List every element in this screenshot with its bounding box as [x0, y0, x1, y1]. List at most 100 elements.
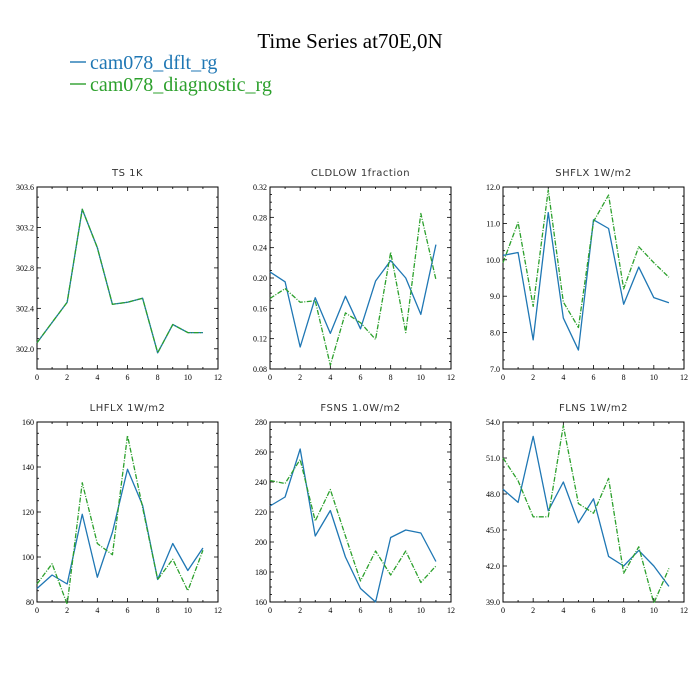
x-tick-label: 2: [65, 373, 69, 382]
y-tick-label: 200: [255, 538, 267, 547]
x-tick-label: 6: [592, 606, 596, 615]
series-line-diagnostic: [269, 212, 437, 366]
series-line-dflt: [36, 468, 204, 589]
series-line-dflt: [269, 244, 437, 348]
y-tick-label: 80: [26, 598, 34, 607]
x-tick-label: 2: [531, 606, 535, 615]
x-tick-label: 4: [95, 373, 99, 382]
y-tick-label: 39.0: [486, 598, 500, 607]
y-tick-label: 140: [22, 463, 34, 472]
y-tick-label: 160: [22, 418, 34, 427]
y-tick-label: 0.12: [253, 335, 267, 344]
series-line-diagnostic: [269, 458, 437, 584]
x-tick-label: 8: [389, 373, 393, 382]
panel-title: TS 1K: [111, 168, 143, 179]
x-tick-label: 2: [298, 373, 302, 382]
y-tick-label: 302.0: [16, 345, 34, 354]
x-tick-label: 0: [35, 373, 39, 382]
x-tick-label: 6: [359, 373, 363, 382]
y-tick-label: 11.0: [486, 219, 500, 228]
x-tick-label: 4: [561, 606, 565, 615]
figure-title: Time Series at70E,0N: [257, 29, 442, 53]
panel-title: FLNS 1W/m2: [559, 403, 628, 414]
series-line-diagnostic: [502, 424, 670, 604]
panel-2: SHFLX 1W/m2 0 2 4 6 8 10 12 7.0 8.0 9.0 10.0 11.0 12.…: [486, 168, 688, 382]
x-tick-label: 8: [156, 373, 160, 382]
x-tick-label: 12: [680, 606, 688, 615]
x-tick-label: 10: [184, 373, 192, 382]
x-tick-label: 6: [359, 606, 363, 615]
panel-1: CLDLOW 1fraction 0 2 4 6 8 10 12 0.08 0.12 0.16 0.2…: [253, 168, 455, 382]
panel-title: SHFLX 1W/m2: [555, 168, 631, 179]
series-line-diagnostic: [502, 189, 670, 329]
y-tick-label: 0.32: [253, 183, 267, 192]
y-tick-label: 54.0: [486, 418, 500, 427]
y-tick-label: 220: [255, 508, 267, 517]
x-tick-label: 4: [95, 606, 99, 615]
panels-group: TS 1K 0 2 4 6 8 10 12 302.0 302.4 302.8 303.2 303.6 C…: [16, 168, 688, 615]
y-tick-label: 180: [255, 568, 267, 577]
x-tick-label: 6: [126, 606, 130, 615]
panel-4: FSNS 1.0W/m2 0 2 4 6 8 10 12 160 180 200 220 240 260 2…: [255, 403, 455, 615]
x-tick-label: 4: [328, 373, 332, 382]
y-tick-label: 0.28: [253, 213, 267, 222]
y-tick-label: 42.0: [486, 562, 500, 571]
x-tick-label: 6: [126, 373, 130, 382]
x-tick-label: 8: [156, 606, 160, 615]
x-tick-label: 0: [501, 606, 505, 615]
legend-label-diagnostic: cam078_diagnostic_rg: [90, 74, 272, 96]
x-tick-label: 8: [622, 373, 626, 382]
x-tick-label: 12: [447, 606, 455, 615]
y-tick-label: 100: [22, 553, 34, 562]
series-line-dflt: [502, 435, 670, 587]
x-tick-label: 0: [268, 373, 272, 382]
x-tick-label: 8: [622, 606, 626, 615]
x-tick-label: 10: [650, 373, 658, 382]
y-tick-label: 12.0: [486, 183, 500, 192]
panel-0: TS 1K 0 2 4 6 8 10 12 302.0 302.4 302.8 303.2 303.6: [16, 168, 222, 382]
x-tick-label: 0: [35, 606, 39, 615]
y-tick-label: 280: [255, 418, 267, 427]
y-tick-label: 303.6: [16, 183, 34, 192]
x-tick-label: 4: [328, 606, 332, 615]
x-tick-label: 10: [417, 606, 425, 615]
x-tick-label: 2: [298, 606, 302, 615]
x-tick-label: 12: [214, 373, 222, 382]
y-tick-label: 48.0: [486, 490, 500, 499]
x-tick-label: 2: [531, 373, 535, 382]
y-tick-label: 302.8: [16, 264, 34, 273]
x-tick-label: 6: [592, 373, 596, 382]
y-tick-label: 120: [22, 508, 34, 517]
y-tick-label: 51.0: [486, 454, 500, 463]
y-tick-label: 45.0: [486, 526, 500, 535]
y-tick-label: 160: [255, 598, 267, 607]
series-line-dflt: [502, 211, 670, 351]
x-tick-label: 2: [65, 606, 69, 615]
series-line-diagnostic: [36, 434, 204, 605]
x-tick-label: 12: [447, 373, 455, 382]
panel-title: CLDLOW 1fraction: [311, 168, 410, 179]
panel-5: FLNS 1W/m2 0 2 4 6 8 10 12 39.0 42.0 45.0 48.0 51.0 5…: [486, 403, 688, 615]
y-tick-label: 0.20: [253, 274, 267, 283]
x-tick-label: 12: [214, 606, 222, 615]
panel-3: LHFLX 1W/m2 0 2 4 6 8 10 12 80 100 120 140 160: [22, 403, 222, 615]
y-tick-label: 7.0: [490, 365, 500, 374]
y-tick-label: 9.0: [490, 292, 500, 301]
x-tick-label: 12: [680, 373, 688, 382]
y-tick-label: 0.16: [253, 304, 267, 313]
y-tick-label: 302.4: [16, 304, 34, 313]
x-tick-label: 0: [268, 606, 272, 615]
x-tick-label: 4: [561, 373, 565, 382]
x-tick-label: 0: [501, 373, 505, 382]
panel-title: LHFLX 1W/m2: [90, 403, 166, 414]
y-tick-label: 0.24: [253, 244, 267, 253]
y-tick-label: 260: [255, 448, 267, 457]
y-tick-label: 303.2: [16, 223, 34, 232]
y-tick-label: 0.08: [253, 365, 267, 374]
legend-label-dflt: cam078_dflt_rg: [90, 52, 217, 74]
series-line-dflt: [269, 448, 437, 603]
y-tick-label: 8.0: [490, 329, 500, 338]
x-tick-label: 10: [650, 606, 658, 615]
